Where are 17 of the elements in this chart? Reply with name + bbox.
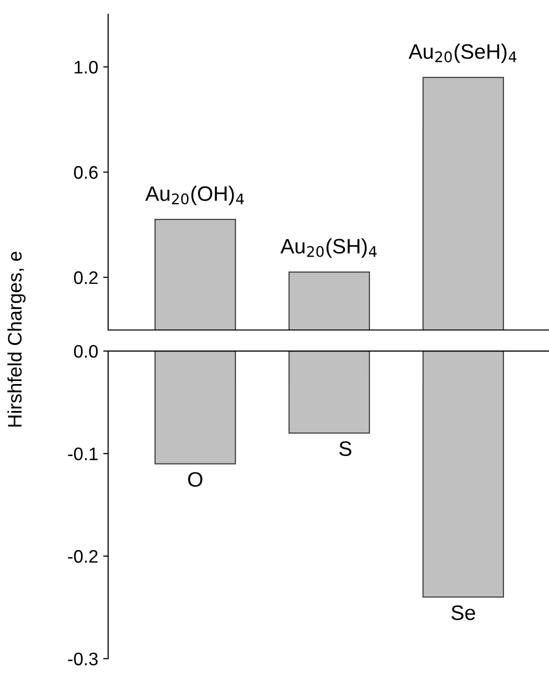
annotation: Au$_{20}$(OH)$_{4}$: [145, 186, 244, 206]
y-tick-label: -0.3: [68, 652, 98, 666]
annotation: Au$_{20}$(SeH)$_{4}$: [408, 44, 516, 64]
bar: [288, 272, 370, 330]
y-tick-label: -0.1: [68, 448, 98, 460]
y-tick-label: 0.2: [74, 271, 98, 284]
annotation: O: [188, 472, 202, 487]
annotation: Se: [451, 605, 476, 620]
y-tick-label: 0.0: [74, 344, 98, 358]
y-tick-label: 1.0: [74, 60, 98, 74]
annotation: Au$_{20}$(SH)$_{4}$: [280, 238, 377, 258]
bar: [154, 218, 236, 330]
y-axis-title: Hirshfeld Charges, e: [7, 252, 26, 427]
bar: [422, 76, 504, 330]
y-tick-label: -0.2: [68, 550, 98, 563]
y-tick-label: 0.6: [74, 166, 98, 179]
annotation: S: [339, 441, 352, 456]
